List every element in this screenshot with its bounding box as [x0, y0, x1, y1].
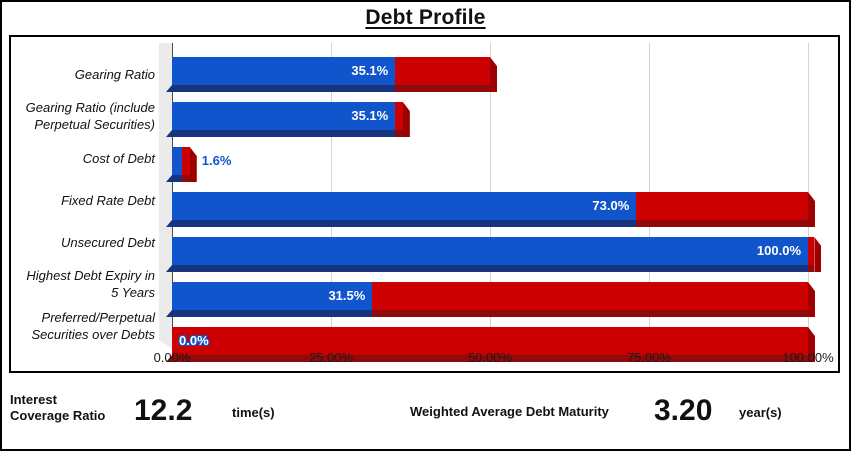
bar-end-cap: [808, 282, 815, 317]
bar-base-notch: [166, 355, 172, 362]
category-label: Fixed Rate Debt: [61, 192, 155, 208]
x-axis-tick-labels: 0.00% 25.00% 50.00% 75.00% 100.00%: [154, 350, 834, 368]
bar-segment-red: [372, 282, 808, 317]
bar-segment-blue: 31.5%: [172, 282, 373, 317]
bar-segment-blue: 35.1%: [172, 57, 396, 92]
bar-value-label: 73.0%: [592, 198, 630, 213]
bar-value-label: 1.6%: [201, 153, 232, 168]
chart-title-bar: Debt Profile: [2, 2, 849, 33]
x-axis-tick-label: 0.00%: [153, 350, 191, 365]
bar-segment-red: [636, 192, 808, 227]
weighted-avg-debt-maturity-unit: year(s): [739, 405, 782, 420]
bar-value-label: 35.1%: [351, 63, 389, 78]
stacked-bar: 1.6%: [166, 147, 808, 182]
bar-end-cap: [808, 192, 815, 227]
bar-row: 35.1%: [166, 102, 808, 144]
category-label: Cost of Debt: [82, 150, 155, 166]
stacked-bar: 73.0%: [166, 192, 815, 227]
bar-value-label: 31.5%: [328, 288, 366, 303]
x-axis-tick-label: 25.00%: [308, 350, 354, 365]
bar-end-cap: [814, 237, 822, 272]
bar-base-notch: [166, 85, 172, 92]
bar-row: 0.0%: [166, 327, 815, 369]
bar-base-notch: [166, 175, 172, 182]
bar-base-notch: [166, 220, 172, 227]
bar-row: 73.0%: [166, 192, 815, 234]
bar-segment-blue: 73.0%: [172, 192, 637, 227]
category-label: Unsecured Debt: [61, 234, 155, 250]
bar-end-cap: [189, 147, 197, 182]
bar-segment-blue: [172, 147, 183, 182]
category-label: Gearing Ratio: [74, 66, 155, 82]
bar-segment-red: [808, 237, 815, 272]
bar-base-notch: [166, 130, 172, 137]
page-title: Debt Profile: [365, 5, 486, 29]
interest-coverage-ratio-value: 12.2: [134, 394, 193, 427]
stacked-bar: 35.1%: [166, 57, 808, 92]
bar-segment-red: [395, 57, 490, 92]
debt-profile-chart: Gearing Ratio Gearing Ratio (include Perpe…: [9, 35, 840, 373]
interest-coverage-ratio-unit: time(s): [232, 405, 275, 420]
category-labels: Gearing Ratio Gearing Ratio (include Perpe…: [15, 54, 155, 348]
stacked-bar: 100.0%: [166, 237, 822, 272]
bar-segment-red: [395, 102, 403, 137]
bar-base-notch: [166, 310, 172, 317]
bar-end-cap: [490, 57, 497, 92]
bar-end-cap: [808, 327, 815, 362]
x-axis-tick-label: 75.00%: [626, 350, 672, 365]
x-axis-tick-label: 50.00%: [467, 350, 513, 365]
interest-coverage-ratio-label: Interest Coverage Ratio: [10, 392, 106, 424]
bar-value-label: 0.0%: [179, 333, 209, 348]
x-axis-tick-label: 100.00%: [782, 350, 834, 365]
bar-value-label: 35.1%: [351, 108, 389, 123]
bar-row: 100.0%: [166, 237, 822, 279]
bar-segment-red: 0.0%: [172, 327, 808, 362]
bar-rows: 35.1% 35.1% 1.6% 73.0% 100.0% 31.5% 0.0%: [166, 54, 822, 369]
bar-segment-red: [182, 147, 190, 182]
bar-base-notch: [166, 265, 172, 272]
category-label: Gearing Ratio (include Perpetual Securiti…: [25, 100, 155, 132]
category-label: Highest Debt Expiry in 5 Years: [26, 268, 155, 300]
bar-segment-blue: 35.1%: [172, 102, 396, 137]
weighted-avg-debt-maturity-label: Weighted Average Debt Maturity: [410, 404, 609, 419]
bar-row: 35.1%: [166, 57, 808, 99]
bar-value-label: 100.0%: [756, 243, 801, 258]
bar-segment-blue: 100.0%: [172, 237, 808, 272]
stacked-bar: 31.5%: [166, 282, 815, 317]
chart-3d-wall: [159, 43, 172, 349]
bar-row: 31.5%: [166, 282, 815, 324]
stacked-bar: 35.1%: [166, 102, 808, 137]
weighted-avg-debt-maturity-value: 3.20: [654, 394, 713, 427]
stacked-bar: 0.0%: [166, 327, 815, 362]
bar-row: 1.6%: [166, 147, 808, 189]
bar-end-cap: [402, 102, 410, 137]
category-label: Preferred/Perpetual Securities over Debts: [31, 310, 155, 342]
